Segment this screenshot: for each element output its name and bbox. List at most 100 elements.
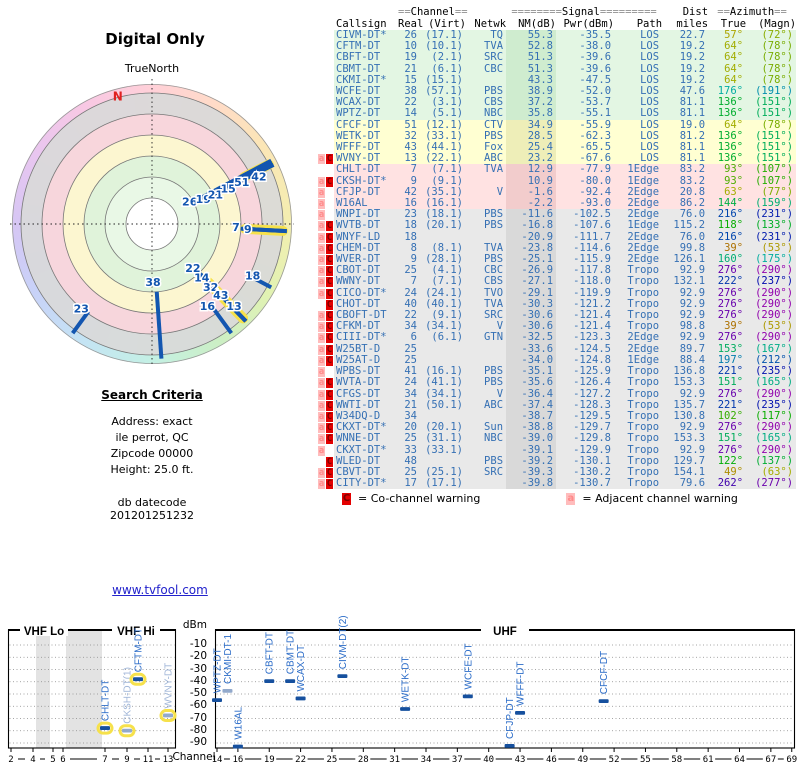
cell-warnings: a bbox=[318, 444, 334, 456]
cell-power: -67.6 bbox=[556, 153, 615, 165]
adjacent-warning-badge: a bbox=[318, 199, 325, 210]
channel-axis-label: Channel bbox=[172, 751, 216, 763]
cell-callsign: CBFT-DT bbox=[334, 52, 398, 64]
marker-highlight-CFTM-DT bbox=[129, 672, 147, 686]
cell-real-channel: 25 bbox=[398, 354, 420, 367]
cell-real-channel: 23 bbox=[398, 209, 420, 221]
cell-path: Tropo bbox=[614, 388, 663, 400]
cell-miles: 19.0 bbox=[662, 119, 709, 131]
cell-path: 2Edge bbox=[614, 186, 663, 199]
cell-virtual-channel bbox=[420, 343, 467, 355]
cell-callsign: CFGS-DT bbox=[334, 388, 398, 400]
cell-power: -38.0 bbox=[556, 40, 615, 53]
cell-network: NBC bbox=[466, 433, 507, 445]
cell-network: PBS bbox=[466, 253, 507, 266]
cell-azimuth-magnetic: (78°) bbox=[746, 63, 797, 75]
search-criteria: Search Criteria Address: exact ile perro… bbox=[72, 388, 232, 522]
cell-noise-margin: -23.8 bbox=[506, 242, 557, 255]
cell-azimuth-magnetic: (290°) bbox=[746, 298, 797, 311]
warning-slot: C bbox=[326, 310, 334, 322]
cell-azimuth-magnetic: (107°) bbox=[746, 164, 797, 176]
cell-network bbox=[466, 410, 507, 423]
cell-power: -62.3 bbox=[556, 130, 615, 143]
cell-noise-margin: 23.2 bbox=[506, 153, 557, 165]
cell-network: PBS bbox=[466, 130, 507, 143]
cell-network: SRC bbox=[466, 52, 507, 64]
cell-network bbox=[466, 231, 507, 243]
warning-slot bbox=[326, 52, 334, 62]
radar-channel-label-14: 14 bbox=[194, 271, 210, 284]
dbm-axis: dBm -10 -20 -30 -40 -50 -60 -70 -80 -90 bbox=[174, 619, 210, 758]
cell-azimuth-true: 151° bbox=[708, 433, 747, 445]
col-pwr: Pwr(dBm) bbox=[563, 18, 615, 30]
cell-network: ABC bbox=[466, 399, 507, 411]
cell-path: LOS bbox=[614, 29, 663, 42]
station-label-WFFF-DT: WFFF-DT bbox=[516, 662, 527, 706]
cell-network bbox=[466, 354, 507, 367]
cell-azimuth-magnetic: (53°) bbox=[746, 321, 797, 333]
radar-spoke-13 bbox=[206, 280, 248, 323]
cell-path: 1Edge bbox=[614, 220, 663, 232]
cell-callsign: WWNY-DT bbox=[334, 276, 398, 288]
cell-network: TVA bbox=[466, 164, 507, 176]
table-row: a C CFGS-DT 34 (34.1) V -36.4 -127.2 Tropo 92.9 27… bbox=[318, 388, 797, 400]
table-row: a C CBVT-DT 25 (25.1) SRC -39.3 -130.2 Tropo 154.… bbox=[318, 466, 797, 479]
table-row: a C CKSH-DT* 9 (9.1) 10.9 -80.0 1Edge 83.2 93° (10… bbox=[318, 175, 797, 187]
table-row: a WPBS-DT 41 (16.1) PBS -35.1 -125.9 Tropo 136.8… bbox=[318, 365, 797, 378]
warning-slot: C bbox=[326, 299, 334, 310]
station-label-WCAX-DT: WCAX-DT bbox=[296, 645, 307, 692]
cell-azimuth-magnetic: (107°) bbox=[746, 175, 797, 187]
cell-power: -53.7 bbox=[556, 97, 615, 109]
cell-power: -119.9 bbox=[556, 287, 615, 299]
cell-azimuth-magnetic: (151°) bbox=[746, 108, 797, 120]
cell-virtual-channel bbox=[420, 410, 467, 423]
warning-slot bbox=[318, 75, 326, 85]
cell-callsign: WLED-DT bbox=[334, 455, 398, 467]
cell-network: CBS bbox=[466, 97, 507, 109]
cell-azimuth-true: 151° bbox=[708, 377, 747, 389]
x-tick-label-13: 13 bbox=[163, 755, 174, 765]
x-tick-label-16: 16 bbox=[232, 755, 243, 765]
cell-path: LOS bbox=[614, 108, 663, 120]
tvfool-link[interactable]: www.tvfool.com bbox=[112, 583, 208, 597]
table-row: a C CHEM-DT 8 (8.1) TVA -23.8 -114.6 2Edge 99.8 39… bbox=[318, 242, 797, 255]
cell-warnings bbox=[318, 164, 334, 176]
station-label-WVNY-DT: WVNY-DT bbox=[164, 663, 175, 709]
marker-WCAX-DT bbox=[295, 696, 306, 701]
col-warn bbox=[318, 18, 334, 30]
cell-virtual-channel: (17.1) bbox=[420, 29, 467, 42]
cell-real-channel: 34 bbox=[398, 410, 420, 423]
cell-power: -114.6 bbox=[556, 242, 615, 255]
x-tick-label-46: 46 bbox=[546, 755, 557, 765]
cell-callsign: CBOFT-DT bbox=[334, 309, 398, 322]
dbm-axis-label: dBm bbox=[182, 619, 207, 631]
cell-azimuth-true: 122° bbox=[708, 455, 747, 467]
cell-path: LOS bbox=[614, 141, 663, 154]
co-channel-warning-badge: C bbox=[326, 467, 333, 478]
cell-azimuth-magnetic: (137°) bbox=[746, 455, 797, 467]
cell-network: TVA bbox=[466, 242, 507, 255]
cell-callsign: CKMI-DT* bbox=[334, 74, 398, 87]
cell-power: -39.6 bbox=[556, 63, 615, 75]
warning-slot bbox=[326, 187, 334, 197]
cell-miles: 92.9 bbox=[662, 332, 709, 344]
cell-virtual-channel: (24.1) bbox=[420, 287, 467, 299]
co-channel-warning-badge: C bbox=[326, 456, 333, 467]
cell-power: -80.0 bbox=[556, 175, 615, 187]
radar-title: Digital Only bbox=[105, 30, 205, 48]
cell-noise-margin: 51.3 bbox=[506, 52, 557, 64]
cell-path: Tropo bbox=[614, 298, 663, 311]
co-channel-warning-badge: C bbox=[326, 333, 333, 344]
table-row: WPTZ-DT 14 (5.1) NBC 35.8 -55.1 LOS 81.1 136° (15… bbox=[318, 108, 797, 120]
table-row: CFCF-DT 51 (12.1) CTV 34.9 -55.9 LOS 19.0 64° (78… bbox=[318, 119, 797, 131]
cell-miles: 81.1 bbox=[662, 153, 709, 165]
cell-noise-margin: -25.1 bbox=[506, 253, 557, 266]
cell-network: V bbox=[466, 186, 507, 199]
cell-network: PBS bbox=[466, 85, 507, 98]
co-channel-warning-badge: C bbox=[326, 378, 333, 389]
cell-power: -117.8 bbox=[556, 265, 615, 277]
